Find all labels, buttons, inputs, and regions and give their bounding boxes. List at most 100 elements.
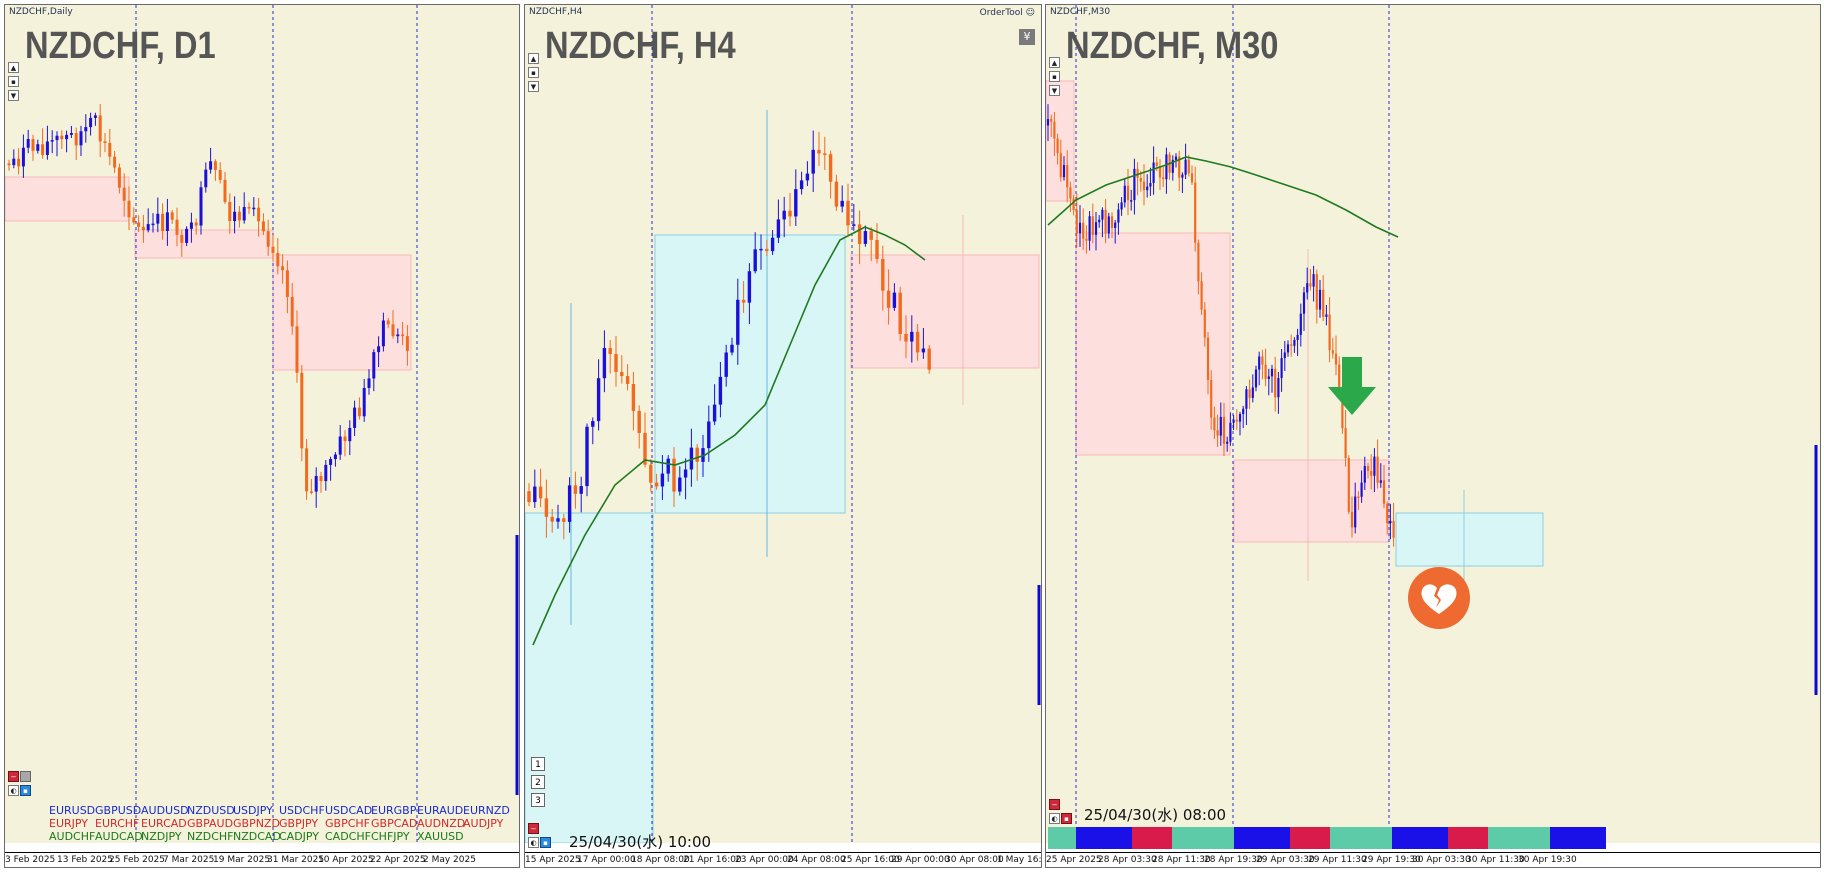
candle-body (228, 201, 232, 222)
timestamp-label: 25/04/30(水) 08:00 (1084, 806, 1227, 824)
candle-body (1197, 242, 1200, 282)
strip-segment (1392, 827, 1448, 849)
yen-icon[interactable]: ¥ (1019, 29, 1035, 45)
preset-button-2[interactable]: 2 (531, 775, 545, 789)
chart-area-d1[interactable] (5, 5, 519, 843)
chart-area-h4[interactable] (525, 5, 1041, 843)
order-tool-label[interactable]: OrderTool ☺ (980, 8, 1035, 18)
currency-pair-link[interactable]: EURCHF (95, 817, 140, 830)
currency-pair-link[interactable]: EURNZD (463, 804, 510, 817)
currency-pair-link[interactable]: NZDUSD (187, 804, 235, 817)
strip-segment (1290, 827, 1330, 849)
pair-row-3: AUDCHF AUDCAD NZDJPY NZDCHF NZDCAD CADJPY CADC… (49, 830, 509, 843)
strip-segment (1550, 827, 1606, 849)
time-axis-label: 18 Apr 08:00 (631, 855, 690, 865)
currency-pair-link[interactable]: USDCAD (325, 804, 373, 817)
currency-pair-selector[interactable]: EURUSD GBPUSD AUDUSD NZDUSD USDJPY USDCHF USDC… (49, 804, 510, 843)
currency-pair-link[interactable]: CADJPY (279, 830, 320, 843)
candle-body (562, 518, 566, 522)
candle-body (1270, 368, 1274, 377)
minus-red-button[interactable]: − (1049, 799, 1060, 810)
candle-body (556, 518, 560, 522)
candle-body (1072, 198, 1075, 210)
candle-body (585, 426, 589, 487)
scroll-up-button[interactable]: ▲ (528, 53, 539, 64)
scroll-up-button[interactable]: ▲ (8, 62, 19, 73)
candle-body (161, 213, 165, 231)
candle-body (132, 217, 136, 223)
time-axis-label: 28 Apr 03:30 (1098, 855, 1157, 865)
currency-pair-link[interactable]: EURGBP (371, 804, 417, 817)
cursor-tool-button[interactable]: ◐ (528, 837, 539, 848)
chart-window-d1[interactable]: NZDCHF,Daily NZDCHF, D1 ▲ ▪ ▼ − ◐ ▪ EURU… (4, 4, 520, 868)
currency-pair-link[interactable]: NZDCHF (187, 830, 234, 843)
candle-body (1062, 165, 1066, 178)
timestamp-label: 25/04/30(水) 10:00 (569, 833, 712, 851)
candle-body (1200, 281, 1203, 310)
currency-pair-link[interactable]: AUDNZD (417, 817, 466, 830)
scroll-down-button[interactable]: ▼ (1049, 85, 1060, 96)
candle-body (1318, 289, 1322, 310)
candle-body (747, 271, 752, 303)
currency-pair-link[interactable]: AUDCHF (49, 830, 96, 843)
time-axis-label: 28 Apr 11:30 (1152, 855, 1211, 865)
currency-pair-link[interactable]: CADCHF (325, 830, 371, 843)
cursor-tool-button[interactable]: ◐ (1049, 813, 1060, 824)
candle-body (1267, 376, 1270, 379)
currency-pair-link[interactable]: EURCAD (141, 817, 187, 830)
candle-body (567, 485, 572, 522)
currency-pair-link[interactable]: EURAUD (417, 804, 464, 817)
minus-red-button[interactable]: − (528, 823, 539, 834)
order-tool-text: OrderTool (979, 8, 1023, 18)
currency-pair-link[interactable]: USDJPY (233, 804, 273, 817)
minus-red-button[interactable]: − (8, 771, 19, 782)
strip-segment (1448, 827, 1488, 849)
candle-body (915, 331, 920, 353)
currency-pair-link[interactable]: USDCHF (279, 804, 325, 817)
pair-row-2: EURJPY EURCHF EURCAD GBPAUD GBPNZD GBPJPY GBPC… (49, 817, 509, 830)
currency-pair-link[interactable]: AUDCAD (95, 830, 143, 843)
chart-area-m30[interactable] (1046, 5, 1820, 843)
chart-window-m30[interactable]: NZDCHF,M30 NZDCHF, M30 ▲ ▪ ▼ − ◐ ▪ 25/04… (1045, 4, 1821, 868)
candle-body (381, 320, 385, 347)
supply-zone (1046, 80, 1075, 202)
zoom-button[interactable]: ▪ (1049, 71, 1060, 82)
currency-pair-link[interactable]: AUDUSD (141, 804, 189, 817)
currency-pair-link[interactable]: GBPAUD (187, 817, 234, 830)
scroll-down-button[interactable]: ▼ (528, 81, 539, 92)
candle-body (223, 179, 227, 202)
currency-pair-link[interactable]: EURUSD (49, 804, 96, 817)
currency-pair-link[interactable]: GBPCAD (371, 817, 418, 830)
currency-pair-link[interactable]: NZDCAD (233, 830, 281, 843)
candle-body (1331, 350, 1334, 354)
currency-pair-link[interactable]: GBPJPY (279, 817, 319, 830)
blue-toggle-button[interactable]: ▪ (540, 837, 551, 848)
preset-button-1[interactable]: 1 (531, 757, 545, 771)
currency-pair-link[interactable]: NZDJPY (141, 830, 182, 843)
time-axis-label: 2 May 2025 (423, 855, 476, 865)
gray-toggle-button[interactable] (20, 771, 31, 782)
candle-body (1078, 222, 1082, 234)
candle-body (846, 200, 850, 226)
currency-pair-link[interactable]: GBPCHF (325, 817, 370, 830)
zoom-button[interactable]: ▪ (528, 67, 539, 78)
candle-body (753, 249, 757, 272)
candle-body (1386, 503, 1389, 524)
zoom-button[interactable]: ▪ (8, 76, 19, 87)
candle-body (799, 180, 804, 190)
red-toggle-button[interactable]: ▪ (1061, 813, 1072, 824)
candle-body (1357, 496, 1360, 499)
currency-pair-link[interactable]: GBPUSD (95, 804, 142, 817)
currency-pair-link[interactable]: CHFJPY (371, 830, 410, 843)
currency-pair-link[interactable]: AUDJPY (463, 817, 504, 830)
blue-toggle-button[interactable]: ▪ (20, 785, 31, 796)
scroll-down-button[interactable]: ▼ (8, 90, 19, 101)
currency-pair-link[interactable]: GBPNZD (233, 817, 280, 830)
currency-pair-link[interactable]: XAUUSD (417, 830, 464, 843)
preset-button-3[interactable]: 3 (531, 793, 545, 807)
chart-window-h4[interactable]: NZDCHF,H4 OrderTool ☺ ¥ NZDCHF, H4 ▲ ▪ ▼… (524, 4, 1042, 868)
scroll-up-button[interactable]: ▲ (1049, 57, 1060, 68)
cursor-tool-button[interactable]: ◐ (8, 785, 19, 796)
currency-pair-link[interactable]: EURJPY (49, 817, 88, 830)
candle-body (108, 143, 112, 157)
